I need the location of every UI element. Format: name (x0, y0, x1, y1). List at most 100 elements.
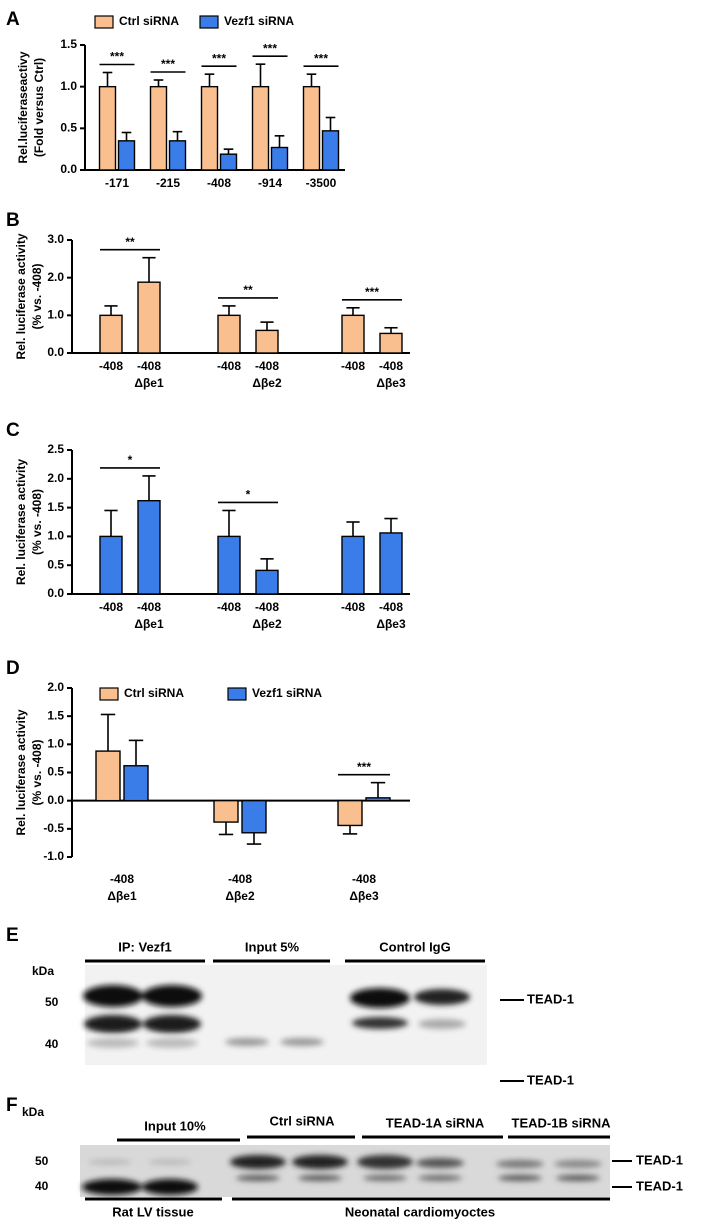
x-tick-label: -408 (255, 600, 279, 614)
bar (168, 140, 187, 171)
x-tick-label: -408 (228, 872, 252, 886)
legend-swatch (99, 687, 119, 701)
bar (341, 314, 365, 354)
x-tick-label: -914 (258, 176, 282, 190)
bands (83, 985, 470, 1048)
band-label: TEAD-1 (527, 991, 574, 1006)
bar (149, 85, 168, 171)
bar (217, 314, 241, 354)
legend-swatch (227, 687, 247, 701)
kda-label: kDa (22, 1105, 44, 1119)
marker-label: 40 (45, 1037, 59, 1051)
y-tick-label: -0.5 (43, 821, 64, 835)
y-axis-label: Rel. luciferase activity (14, 709, 28, 835)
chart: C Rel. luciferase activity (% vs. -408) 0.0… (6, 420, 410, 631)
bar (213, 799, 239, 823)
marker-label: 40 (35, 1179, 49, 1193)
x-tick-label: Δβe1 (134, 376, 164, 390)
y-axis-label: (% vs. -408) (30, 263, 44, 329)
panel-letter: E (6, 925, 19, 946)
footer-label: Neonatal cardiomyoctes (345, 1204, 495, 1219)
bar (270, 146, 289, 171)
x-tick-label: Δβe3 (349, 889, 379, 903)
x-tick-label: -408 (99, 359, 123, 373)
x-tick-label: Δβe1 (107, 889, 137, 903)
y-tick-label: 2.5 (47, 442, 64, 456)
y-tick-label: 2.0 (47, 270, 64, 284)
bar (251, 85, 270, 171)
bar (255, 569, 279, 595)
lane-header: TEAD-1B siRNA (512, 1115, 612, 1130)
lane-header: Ctrl siRNA (269, 1113, 335, 1128)
y-tick-label: 1.5 (60, 37, 77, 51)
y-axis-label: (Fold versus Ctrl) (32, 58, 46, 157)
blot-membrane (85, 965, 487, 1065)
x-tick-label: -408 (217, 359, 241, 373)
bar (99, 314, 123, 354)
bar (123, 765, 149, 802)
footer-label: Rat LV tissue (112, 1204, 193, 1219)
y-tick-label: 1.5 (47, 500, 64, 514)
significance-label: ** (125, 235, 135, 249)
y-tick-label: 0.0 (47, 345, 64, 359)
bar (341, 535, 365, 595)
y-axis-label: Rel. luciferase activity (14, 233, 28, 359)
x-tick-label: -215 (156, 176, 180, 190)
bar (217, 535, 241, 595)
y-tick-label: 1.0 (60, 79, 77, 93)
bar (337, 799, 363, 827)
y-tick-label: 0.5 (60, 121, 77, 135)
significance-label: * (128, 453, 133, 467)
band-label: TEAD-1 (636, 1152, 683, 1167)
x-tick-label: -408 (137, 600, 161, 614)
lane-header: Input 10% (144, 1118, 206, 1133)
bar (255, 329, 279, 354)
y-tick-label: 2.0 (47, 680, 64, 694)
bar (379, 532, 403, 595)
blot-e: E kDa IP: Vezf1 Input 5% Control IgG 50 … (6, 925, 574, 1087)
y-tick-label: 3.0 (47, 232, 64, 246)
significance-label: *** (212, 51, 226, 65)
y-tick-label: 1.0 (47, 308, 64, 322)
lane-header: Input 5% (245, 939, 300, 954)
bar (117, 140, 136, 171)
bar (365, 797, 391, 802)
significance-label: *** (314, 51, 328, 65)
lane-header: IP: Vezf1 (118, 939, 171, 954)
marker-label: 50 (45, 995, 59, 1009)
y-tick-label: 0.5 (47, 557, 64, 571)
x-tick-label: -408 (137, 359, 161, 373)
significance-label: ** (243, 283, 253, 297)
legend-label: Vezf1 siRNA (252, 686, 322, 700)
chart: A Rel.luciferaseactivy (Fold versus Ctrl) 0… (6, 9, 345, 190)
y-axis-label: Rel. luciferase activity (14, 459, 28, 585)
bar (98, 85, 117, 171)
bar (137, 499, 161, 595)
lane-header: TEAD-1A siRNA (386, 1115, 485, 1130)
y-tick-label: -1.0 (43, 849, 64, 863)
x-tick-label: -408 (352, 872, 376, 886)
legend-label: Ctrl siRNA (119, 14, 179, 28)
bar (99, 535, 123, 595)
bar (302, 85, 321, 171)
bar (95, 750, 121, 802)
significance-label: *** (357, 760, 371, 774)
band-label: TEAD-1 (636, 1178, 683, 1193)
bar (321, 130, 340, 171)
y-axis-label: (% vs. -408) (30, 739, 44, 805)
panel-letter: A (6, 9, 20, 30)
x-tick-label: Δβe2 (252, 376, 282, 390)
y-tick-label: 1.5 (47, 708, 64, 722)
bar (241, 799, 267, 834)
x-tick-label: -408 (207, 176, 231, 190)
bar (379, 332, 403, 354)
panel-letter: C (6, 420, 20, 441)
x-tick-label: -3500 (306, 176, 337, 190)
chart: D Rel. luciferase activity (% vs. -408) -1.… (6, 658, 410, 903)
legend-label: Vezf1 siRNA (224, 14, 294, 28)
x-tick-label: -408 (379, 359, 403, 373)
legend-swatch (199, 15, 219, 29)
x-tick-label: -408 (99, 600, 123, 614)
bar (219, 153, 238, 171)
